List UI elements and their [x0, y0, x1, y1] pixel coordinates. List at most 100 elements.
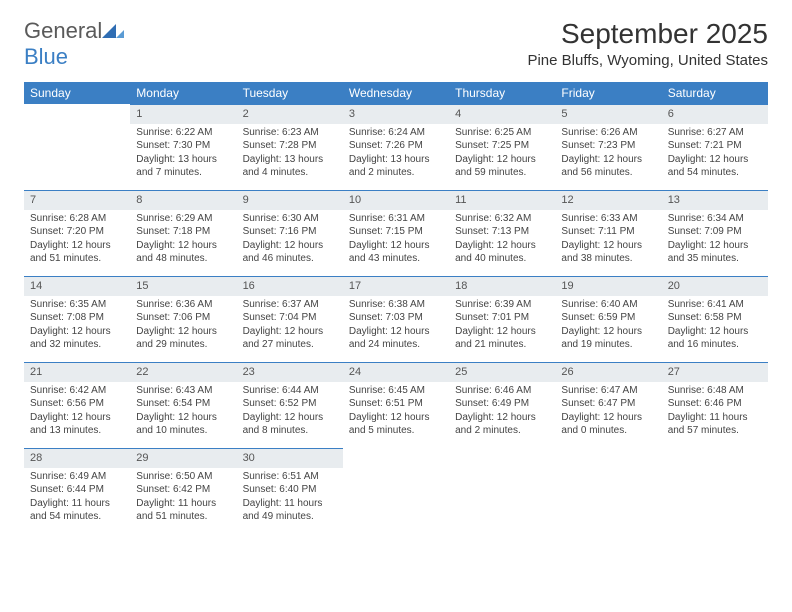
logo: GeneralBlue: [24, 18, 124, 70]
calendar-day-cell: [24, 104, 130, 190]
day-number: 28: [24, 448, 130, 468]
sunrise-line: Sunrise: 6:36 AM: [136, 298, 230, 312]
sunset-line: Sunset: 7:01 PM: [455, 311, 549, 325]
day-body: Sunrise: 6:31 AMSunset: 7:15 PMDaylight:…: [343, 210, 449, 270]
day-number: 19: [555, 276, 661, 296]
day-body: Sunrise: 6:34 AMSunset: 7:09 PMDaylight:…: [662, 210, 768, 270]
sunset-line: Sunset: 7:09 PM: [668, 225, 762, 239]
day-number: 16: [237, 276, 343, 296]
logo-triangle-icon: [102, 18, 124, 43]
day-number: 26: [555, 362, 661, 382]
sunset-line: Sunset: 6:56 PM: [30, 397, 124, 411]
sunset-line: Sunset: 6:42 PM: [136, 483, 230, 497]
daylight-line: Daylight: 12 hours and 0 minutes.: [561, 411, 655, 438]
sunrise-line: Sunrise: 6:50 AM: [136, 470, 230, 484]
daylight-line: Daylight: 12 hours and 2 minutes.: [455, 411, 549, 438]
sunset-line: Sunset: 7:11 PM: [561, 225, 655, 239]
day-body: Sunrise: 6:23 AMSunset: 7:28 PMDaylight:…: [237, 124, 343, 184]
calendar-day-cell: 12Sunrise: 6:33 AMSunset: 7:11 PMDayligh…: [555, 190, 661, 276]
sunrise-line: Sunrise: 6:22 AM: [136, 126, 230, 140]
calendar-day-cell: 22Sunrise: 6:43 AMSunset: 6:54 PMDayligh…: [130, 362, 236, 448]
day-body: Sunrise: 6:47 AMSunset: 6:47 PMDaylight:…: [555, 382, 661, 442]
daylight-line: Daylight: 11 hours and 51 minutes.: [136, 497, 230, 524]
day-body: Sunrise: 6:32 AMSunset: 7:13 PMDaylight:…: [449, 210, 555, 270]
calendar-day-cell: 6Sunrise: 6:27 AMSunset: 7:21 PMDaylight…: [662, 104, 768, 190]
calendar-day-cell: [343, 448, 449, 534]
sunset-line: Sunset: 7:08 PM: [30, 311, 124, 325]
day-body: Sunrise: 6:40 AMSunset: 6:59 PMDaylight:…: [555, 296, 661, 356]
sunrise-line: Sunrise: 6:27 AM: [668, 126, 762, 140]
calendar-day-cell: 1 Sunrise: 6:22 AMSunset: 7:30 PMDaylight…: [130, 104, 236, 190]
weekday-header: Friday: [555, 82, 661, 104]
sunset-line: Sunset: 7:03 PM: [349, 311, 443, 325]
day-body: Sunrise: 6:28 AMSunset: 7:20 PMDaylight:…: [24, 210, 130, 270]
weekday-header: Saturday: [662, 82, 768, 104]
calendar-day-cell: 17Sunrise: 6:38 AMSunset: 7:03 PMDayligh…: [343, 276, 449, 362]
day-body: Sunrise: 6:45 AMSunset: 6:51 PMDaylight:…: [343, 382, 449, 442]
day-number: 29: [130, 448, 236, 468]
calendar-day-cell: 25Sunrise: 6:46 AMSunset: 6:49 PMDayligh…: [449, 362, 555, 448]
daylight-line: Daylight: 12 hours and 16 minutes.: [668, 325, 762, 352]
header: GeneralBlue September 2025 Pine Bluffs, …: [24, 18, 768, 70]
sunrise-line: Sunrise: 6:39 AM: [455, 298, 549, 312]
day-body: Sunrise: 6:44 AMSunset: 6:52 PMDaylight:…: [237, 382, 343, 442]
calendar-day-cell: [555, 448, 661, 534]
day-number: 17: [343, 276, 449, 296]
daylight-line: Daylight: 12 hours and 13 minutes.: [30, 411, 124, 438]
sunrise-line: Sunrise: 6:37 AM: [243, 298, 337, 312]
calendar-day-cell: [662, 448, 768, 534]
daylight-line: Daylight: 12 hours and 56 minutes.: [561, 153, 655, 180]
sunset-line: Sunset: 7:15 PM: [349, 225, 443, 239]
logo-text: GeneralBlue: [24, 18, 124, 70]
weekday-header: Wednesday: [343, 82, 449, 104]
calendar-day-cell: 15Sunrise: 6:36 AMSunset: 7:06 PMDayligh…: [130, 276, 236, 362]
weekday-header: Sunday: [24, 82, 130, 104]
daylight-line: Daylight: 12 hours and 48 minutes.: [136, 239, 230, 266]
sunset-line: Sunset: 6:49 PM: [455, 397, 549, 411]
sunset-line: Sunset: 7:25 PM: [455, 139, 549, 153]
day-number: 1: [130, 104, 236, 124]
daylight-line: Daylight: 12 hours and 43 minutes.: [349, 239, 443, 266]
calendar-week-row: 1Sunrise: 6:22 AMSunset: 7:30 PMDaylight…: [24, 104, 768, 190]
daylight-line: Daylight: 12 hours and 51 minutes.: [30, 239, 124, 266]
sunset-line: Sunset: 6:47 PM: [561, 397, 655, 411]
sunrise-line: Sunrise: 6:45 AM: [349, 384, 443, 398]
day-body: Sunrise: 6:36 AMSunset: 7:06 PMDaylight:…: [130, 296, 236, 356]
sunrise-line: Sunrise: 6:51 AM: [243, 470, 337, 484]
daylight-line: Daylight: 13 hours and 7 minutes.: [136, 153, 230, 180]
day-number: 27: [662, 362, 768, 382]
logo-word2: Blue: [24, 44, 68, 69]
sunrise-line: Sunrise: 6:34 AM: [668, 212, 762, 226]
sunset-line: Sunset: 7:30 PM: [136, 139, 230, 153]
daylight-line: Daylight: 12 hours and 19 minutes.: [561, 325, 655, 352]
sunset-line: Sunset: 6:58 PM: [668, 311, 762, 325]
calendar-header-row: SundayMondayTuesdayWednesdayThursdayFrid…: [24, 82, 768, 104]
calendar-day-cell: 23Sunrise: 6:44 AMSunset: 6:52 PMDayligh…: [237, 362, 343, 448]
calendar-day-cell: 26Sunrise: 6:47 AMSunset: 6:47 PMDayligh…: [555, 362, 661, 448]
day-number: 6: [662, 104, 768, 124]
sunset-line: Sunset: 7:28 PM: [243, 139, 337, 153]
sunrise-line: Sunrise: 6:32 AM: [455, 212, 549, 226]
calendar-day-cell: 19Sunrise: 6:40 AMSunset: 6:59 PMDayligh…: [555, 276, 661, 362]
sunrise-line: Sunrise: 6:47 AM: [561, 384, 655, 398]
page-title: September 2025: [527, 18, 768, 50]
calendar-table: SundayMondayTuesdayWednesdayThursdayFrid…: [24, 82, 768, 534]
sunrise-line: Sunrise: 6:44 AM: [243, 384, 337, 398]
weekday-header: Tuesday: [237, 82, 343, 104]
day-body: Sunrise: 6:38 AMSunset: 7:03 PMDaylight:…: [343, 296, 449, 356]
calendar-day-cell: 20Sunrise: 6:41 AMSunset: 6:58 PMDayligh…: [662, 276, 768, 362]
daylight-line: Daylight: 11 hours and 57 minutes.: [668, 411, 762, 438]
daylight-line: Daylight: 12 hours and 24 minutes.: [349, 325, 443, 352]
sunset-line: Sunset: 6:54 PM: [136, 397, 230, 411]
sunrise-line: Sunrise: 6:41 AM: [668, 298, 762, 312]
calendar-day-cell: 13Sunrise: 6:34 AMSunset: 7:09 PMDayligh…: [662, 190, 768, 276]
sunrise-line: Sunrise: 6:48 AM: [668, 384, 762, 398]
daylight-line: Daylight: 12 hours and 29 minutes.: [136, 325, 230, 352]
day-number: 11: [449, 190, 555, 210]
day-body: Sunrise: 6:29 AMSunset: 7:18 PMDaylight:…: [130, 210, 236, 270]
calendar-day-cell: 30Sunrise: 6:51 AMSunset: 6:40 PMDayligh…: [237, 448, 343, 534]
day-number: 15: [130, 276, 236, 296]
day-number: 24: [343, 362, 449, 382]
sunset-line: Sunset: 7:13 PM: [455, 225, 549, 239]
day-body: Sunrise: 6:24 AMSunset: 7:26 PMDaylight:…: [343, 124, 449, 184]
